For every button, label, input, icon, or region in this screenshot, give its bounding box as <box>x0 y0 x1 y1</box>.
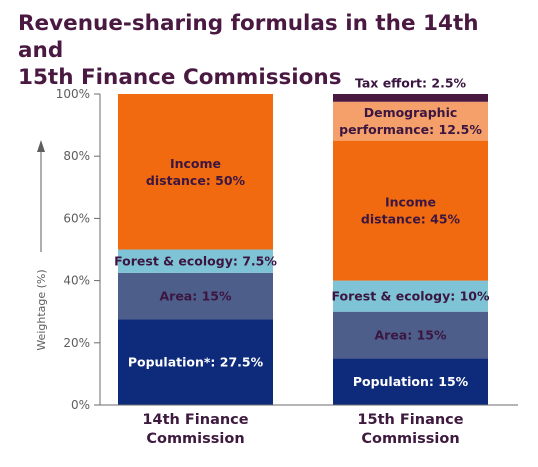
segment-label: Income <box>170 156 221 171</box>
bar-segment <box>118 319 273 405</box>
y-tick-label: 40% <box>63 274 90 288</box>
segment-label: Area: 15% <box>374 328 446 343</box>
x-category-label: Commission <box>361 431 459 447</box>
x-category-label: 14th Finance <box>142 412 248 428</box>
segment-label: Demographic <box>364 105 458 120</box>
bar-segment <box>118 249 273 273</box>
segment-label: distance: 50% <box>146 173 246 188</box>
y-tick-label: 80% <box>63 149 90 163</box>
y-tick-label: 100% <box>56 87 90 101</box>
segment-label: Forest & ecology: 7.5% <box>114 254 277 269</box>
y-axis-arrow-head <box>37 140 45 152</box>
y-tick-label: 60% <box>63 211 90 225</box>
segment-label: performance: 12.5% <box>339 122 482 137</box>
bar-segment <box>333 101 488 141</box>
segment-label: Population*: 27.5% <box>128 355 264 370</box>
bar-segment <box>118 272 273 320</box>
x-category-label: Commission <box>146 431 244 447</box>
y-axis-label: Weightage (%) <box>35 269 48 350</box>
segment-label: Area: 15% <box>159 289 231 304</box>
bar-segment <box>333 280 488 312</box>
segment-label: Population: 15% <box>353 374 469 389</box>
bar-segment <box>333 140 488 281</box>
x-category-label: 15th Finance <box>357 412 463 428</box>
chart-title: Revenue-sharing formulas in the 14th and… <box>18 10 528 91</box>
bar-segment <box>118 94 273 250</box>
chart-title-line2: 15th Finance Commissions <box>18 65 342 90</box>
segment-label: distance: 45% <box>361 212 461 227</box>
bar-segment <box>333 311 488 359</box>
bar-segment <box>333 358 488 405</box>
chart-title-line1: Revenue-sharing formulas in the 14th and <box>18 11 479 63</box>
segment-label: Forest & ecology: 10% <box>332 289 490 304</box>
y-tick-label: 0% <box>71 398 90 412</box>
bar-segment <box>333 94 488 102</box>
segment-label: Tax effort: 2.5% <box>355 76 467 91</box>
segment-label: Income <box>385 195 436 210</box>
y-tick-label: 20% <box>63 336 90 350</box>
